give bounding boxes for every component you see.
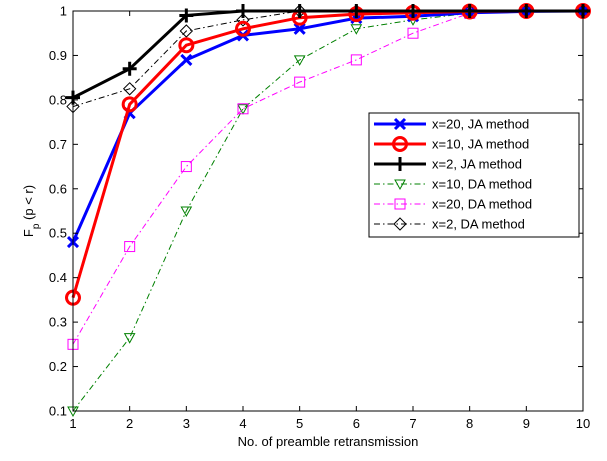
legend-label: x=2, JA method [432, 157, 522, 172]
legend-marker [393, 117, 407, 131]
data-point [180, 53, 193, 66]
legend-label: x=20, JA method [432, 117, 529, 132]
legend-marker [393, 157, 407, 171]
legend-item: x=10, JA method [374, 136, 529, 152]
x-tick-label: 2 [126, 416, 133, 431]
x-tick-label: 10 [576, 416, 590, 431]
axes-frame [72, 10, 584, 412]
data-point [237, 103, 249, 115]
legend-item: x=20, DA method [374, 197, 532, 212]
x-axis-label: No. of preamble retransmission [238, 434, 419, 449]
data-point [407, 27, 419, 39]
legend-marker [394, 198, 406, 210]
y-axis-label-rest: (p < r) [21, 185, 36, 224]
x-tick-label: 6 [353, 416, 360, 431]
x-tick-label: 3 [183, 416, 190, 431]
legend-item: x=20, JA method [374, 117, 529, 132]
legend-item: x=2, DA method [374, 217, 525, 232]
data-point [180, 206, 193, 218]
y-tick-label: 0.1 [49, 404, 67, 419]
y-tick-label: 0.4 [49, 270, 67, 285]
y-axis-label-main: F [21, 229, 36, 237]
data-point [180, 161, 192, 173]
series-line [72, 10, 583, 108]
y-axis-label-subscript: p [31, 223, 42, 229]
data-point [237, 104, 249, 115]
data-point [236, 13, 250, 27]
legend-marker [393, 217, 407, 231]
legend-label: x=20, DA method [432, 197, 532, 212]
y-tick-label: 0.9 [49, 48, 67, 63]
data-point [294, 76, 306, 88]
y-tick-label: 0.5 [49, 226, 67, 241]
legend-frame [368, 112, 580, 238]
y-tick-label: 0.2 [49, 359, 67, 374]
data-point [179, 24, 194, 38]
x-tick-label: 5 [296, 416, 303, 431]
data-point [124, 241, 136, 253]
legend-label: x=10, JA method [432, 137, 529, 152]
y-tick-label: 0.3 [49, 315, 67, 330]
y-tick-label: 0.8 [49, 92, 67, 107]
legend-item: x=2, JA method [374, 157, 522, 172]
y-tick-label: 1 [60, 4, 67, 19]
data-point [122, 61, 137, 76]
data-point [350, 54, 362, 66]
y-tick-label: 0.6 [49, 181, 67, 196]
legend: x=20, JA method x=10, JA method x=2, JA me… [368, 112, 580, 238]
data-point [350, 24, 363, 35]
data-point [293, 55, 306, 66]
x-tick-label: 7 [409, 416, 416, 431]
y-tick-label: 0.7 [49, 137, 67, 152]
y-axis-label: Fp (p < r) [21, 185, 42, 237]
series-group [66, 4, 590, 114]
data-point [123, 333, 136, 344]
legend-item: x=10, DA method [374, 177, 532, 192]
data-point [178, 37, 195, 54]
data-point [235, 20, 251, 37]
x-tick-label: 4 [239, 416, 246, 431]
x-tick-label: 9 [523, 416, 530, 431]
data-point [121, 96, 138, 113]
ticks-layer: 1 2 3 4 5 6 7 8 9 10 0.1 0.2 0.3 0.4 0.5 0.6 0.7 0.8 0.9 1 [49, 4, 590, 432]
x-tick-label: 8 [466, 416, 473, 431]
legend-marker [392, 136, 408, 152]
data-point [122, 82, 137, 96]
legend-label: x=2, DA method [432, 217, 525, 232]
legend-label: x=10, DA method [432, 177, 532, 192]
x-tick-label: 1 [69, 416, 76, 431]
legend-marker [394, 179, 406, 191]
data-point [293, 22, 306, 35]
